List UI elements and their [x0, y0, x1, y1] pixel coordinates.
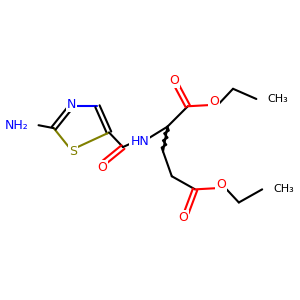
Text: O: O	[178, 211, 188, 224]
Text: CH₃: CH₃	[273, 184, 294, 194]
Text: S: S	[69, 145, 77, 158]
Text: CH₃: CH₃	[267, 94, 288, 104]
Text: O: O	[216, 178, 226, 191]
Text: O: O	[169, 74, 179, 87]
Text: N: N	[67, 98, 76, 111]
Text: HN: HN	[130, 135, 149, 148]
Text: O: O	[209, 95, 219, 108]
Text: O: O	[97, 161, 107, 174]
Text: NH₂: NH₂	[5, 119, 29, 132]
